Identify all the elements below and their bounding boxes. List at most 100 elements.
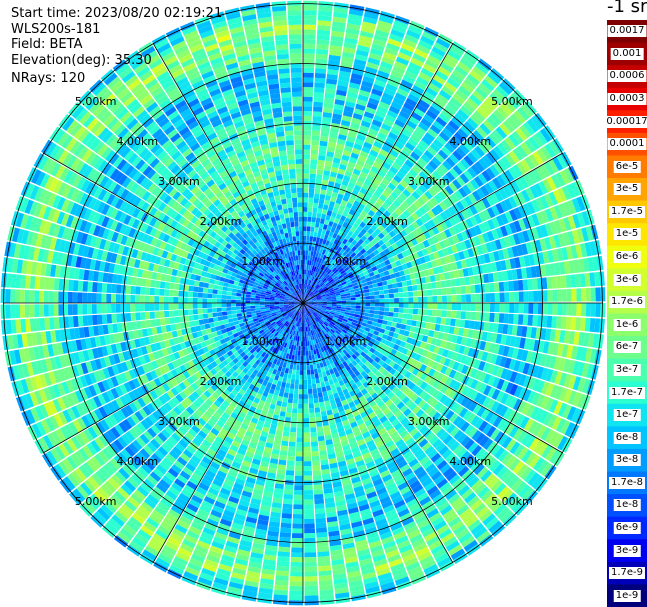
range-gate: [317, 556, 331, 562]
range-gate: [277, 464, 286, 471]
range-gate: [333, 361, 339, 367]
range-gate: [345, 365, 351, 372]
range-gate: [318, 440, 326, 447]
range-gate: [318, 396, 324, 403]
range-gate: [344, 371, 351, 378]
range-gate: [304, 509, 315, 515]
range-gate: [485, 352, 494, 363]
range-gate: [278, 546, 291, 553]
range-gate: [259, 303, 265, 306]
range-gate: [356, 418, 365, 426]
range-gate: [351, 446, 360, 454]
range-gate: [226, 291, 232, 296]
range-gate: [339, 357, 346, 364]
range-gate: [320, 336, 325, 342]
range-gate: [304, 307, 306, 313]
range-gate: [509, 371, 518, 383]
range-gate: [334, 313, 340, 317]
range-gate: [458, 345, 466, 355]
range-gate: [303, 465, 312, 471]
range-gate: [556, 418, 567, 433]
range-gate: [340, 338, 346, 344]
range-gate: [330, 373, 337, 380]
range-gate: [557, 435, 569, 451]
range-gate: [163, 296, 169, 303]
range-gate: [350, 421, 358, 429]
range-gate: [255, 303, 260, 306]
range-gate: [396, 365, 404, 374]
range-gate: [334, 355, 340, 362]
range-gate: [423, 563, 439, 575]
range-gate: [168, 289, 175, 297]
range-gate: [337, 509, 348, 517]
range-gate: [580, 347, 588, 362]
range-gate: [370, 448, 380, 457]
range-gate: [424, 481, 436, 492]
range-gate: [385, 399, 393, 408]
range-gate: [355, 434, 364, 442]
range-gate: [384, 303, 390, 308]
range-gate: [393, 312, 399, 318]
range-gate: [327, 374, 333, 381]
range-gate: [207, 313, 213, 319]
range-gate: [245, 308, 251, 313]
range-gate: [480, 470, 493, 482]
range-gate: [312, 344, 316, 350]
range-gate: [572, 391, 582, 407]
range-gate: [438, 445, 449, 456]
range-gate: [329, 423, 337, 430]
range-gate: [304, 513, 315, 519]
range-gate: [428, 539, 443, 551]
range-gate: [318, 372, 323, 379]
range-gate: [471, 429, 482, 442]
range-gate: [351, 520, 363, 529]
range-gate: [39, 290, 45, 303]
range-gate: [599, 318, 605, 334]
range-gate: [424, 445, 435, 456]
range-gate: [561, 303, 567, 316]
range-gate: [288, 393, 294, 399]
range-gate: [383, 387, 392, 396]
range-gate: [474, 418, 485, 430]
range-gate: [566, 303, 572, 316]
range-gate: [334, 397, 341, 404]
range-gate: [501, 452, 513, 466]
range-gate: [332, 407, 339, 415]
range-gate: [304, 561, 317, 567]
range-gate: [505, 455, 517, 469]
range-gate: [345, 561, 359, 569]
range-gate: [446, 310, 452, 318]
range-gate: [413, 542, 428, 553]
range-gate: [348, 362, 355, 369]
range-gate: [328, 379, 334, 386]
range-gate: [368, 328, 375, 334]
range-gate: [485, 457, 497, 470]
range-gate: [478, 420, 489, 432]
range-gate: [331, 304, 337, 307]
range-gate: [320, 310, 325, 314]
range-gate: [299, 321, 301, 327]
range-gate: [405, 437, 415, 447]
range-gate: [101, 314, 108, 325]
range-gate: [418, 355, 426, 364]
range-gate: [492, 415, 503, 428]
range-gate: [336, 375, 343, 382]
range-gate: [197, 292, 203, 298]
range-gate: [316, 306, 322, 309]
range-gate: [377, 359, 385, 367]
range-gate: [282, 377, 288, 383]
range-gate: [323, 487, 334, 494]
range-gate: [290, 566, 303, 572]
range-gate: [317, 303, 323, 305]
range-gate: [303, 413, 310, 419]
range-gate: [344, 551, 357, 559]
range-gate: [380, 338, 387, 344]
range-gate: [560, 420, 571, 435]
range-gate: [150, 279, 156, 288]
range-gate: [349, 379, 356, 386]
range-gate: [334, 344, 340, 350]
range-gate: [321, 324, 326, 330]
range-gate: [305, 345, 309, 351]
range-gate: [359, 336, 366, 342]
range-gate: [320, 464, 330, 470]
